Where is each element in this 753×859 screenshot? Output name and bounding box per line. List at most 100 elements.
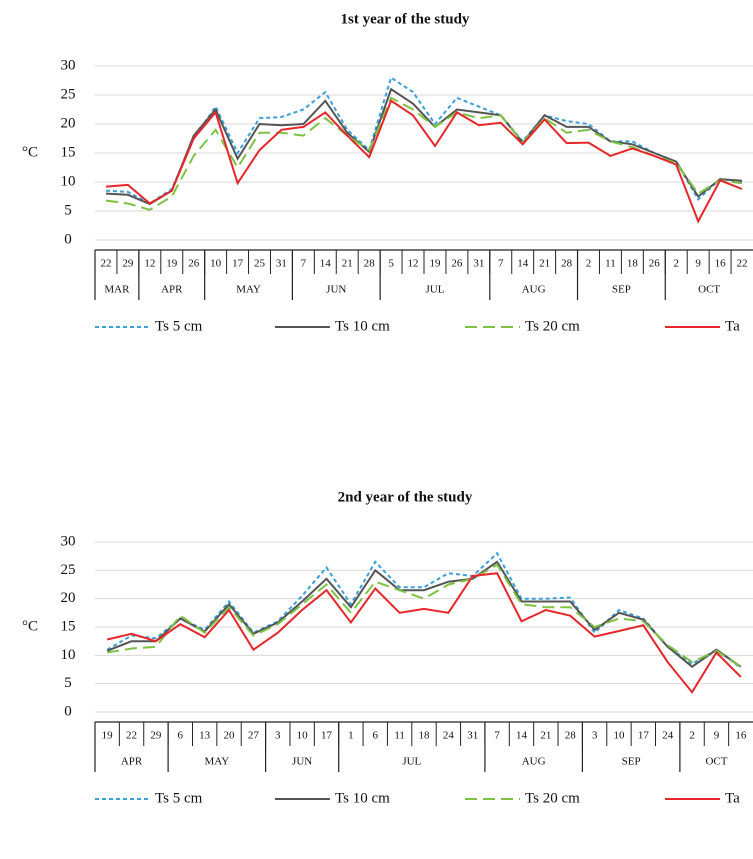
y-tick-label: 20 — [61, 115, 76, 131]
x-tick-label: 2 — [673, 258, 679, 270]
month-label: AUG — [522, 284, 546, 296]
series-line — [105, 99, 743, 224]
x-tick-label: 25 — [254, 258, 266, 270]
y-tick-label: 25 — [61, 86, 76, 102]
x-tick-label: 26 — [188, 258, 200, 270]
legend-label: Ts 20 cm — [525, 790, 580, 806]
x-tick-label: 21 — [342, 258, 353, 270]
x-tick-label: 31 — [276, 258, 287, 270]
x-tick-label: 31 — [473, 258, 484, 270]
x-tick-label: 17 — [638, 730, 650, 742]
month-label: APR — [121, 756, 143, 768]
x-tick-label: 24 — [662, 730, 674, 742]
x-tick-label: 28 — [364, 258, 376, 270]
series-line — [106, 572, 742, 694]
month-label: OCT — [705, 756, 727, 768]
x-tick-label: 10 — [210, 258, 222, 270]
month-label: JUL — [425, 284, 444, 296]
legend-label: Ts 5 cm — [155, 318, 203, 334]
month-label: MAY — [236, 284, 261, 296]
x-tick-label: 16 — [735, 730, 747, 742]
x-tick-label: 16 — [715, 258, 727, 270]
x-tick-label: 11 — [394, 730, 405, 742]
month-label: APR — [161, 284, 183, 296]
x-tick-label: 29 — [122, 258, 134, 270]
x-tick-label: 11 — [605, 258, 616, 270]
series-line — [106, 560, 742, 668]
x-tick-label: 9 — [714, 730, 720, 742]
series-line — [107, 563, 742, 668]
x-tick-label: 28 — [565, 730, 577, 742]
month-label: JUN — [326, 284, 346, 296]
y-tick-label: 25 — [61, 562, 76, 578]
month-label: SEP — [612, 284, 631, 296]
y-tick-label: 15 — [61, 618, 76, 634]
y-tick-label: 5 — [64, 202, 72, 218]
x-tick-label: 22 — [737, 258, 748, 270]
x-tick-label: 6 — [178, 730, 184, 742]
x-tick-label: 17 — [321, 730, 333, 742]
y-tick-label: 30 — [61, 57, 76, 73]
legend-label: Ts 10 cm — [335, 790, 390, 806]
x-tick-label: 26 — [649, 258, 661, 270]
month-label: AUG — [522, 756, 546, 768]
x-tick-label: 7 — [301, 258, 307, 270]
series-line — [105, 76, 743, 205]
x-tick-label: 12 — [144, 258, 155, 270]
y-axis-label: °C — [22, 618, 38, 634]
legend-label: Ts 5 cm — [155, 790, 203, 806]
x-tick-label: 2 — [689, 730, 695, 742]
x-tick-label: 22 — [100, 258, 111, 270]
month-label: SEP — [622, 756, 641, 768]
x-tick-label: 29 — [150, 730, 162, 742]
legend-label: Ts 20 cm — [525, 318, 580, 334]
y-tick-label: 10 — [61, 173, 76, 189]
x-tick-label: 10 — [613, 730, 625, 742]
x-tick-label: 1 — [348, 730, 354, 742]
x-tick-label: 5 — [388, 258, 394, 270]
legend-label: Ta — [725, 318, 740, 334]
y-tick-label: 15 — [61, 144, 76, 160]
x-tick-label: 9 — [695, 258, 701, 270]
y-tick-label: 20 — [61, 590, 76, 606]
x-tick-label: 31 — [467, 730, 478, 742]
y-tick-label: 0 — [64, 703, 72, 719]
x-tick-label: 20 — [224, 730, 236, 742]
chart-title: 1st year of the study — [341, 11, 470, 27]
x-tick-label: 17 — [232, 258, 244, 270]
x-tick-label: 7 — [494, 730, 500, 742]
x-tick-label: 19 — [102, 730, 114, 742]
month-label: MAR — [104, 284, 130, 296]
chart-title: 2nd year of the study — [338, 489, 473, 505]
x-tick-label: 3 — [275, 730, 281, 742]
x-tick-label: 2 — [586, 258, 592, 270]
month-label: JUN — [292, 756, 312, 768]
x-tick-label: 18 — [627, 258, 639, 270]
x-tick-label: 14 — [516, 730, 528, 742]
x-tick-label: 28 — [561, 258, 573, 270]
y-tick-label: 0 — [64, 231, 72, 247]
y-axis-label: °C — [22, 144, 38, 160]
month-label: OCT — [698, 284, 720, 296]
x-tick-label: 14 — [320, 258, 332, 270]
x-tick-label: 10 — [297, 730, 309, 742]
x-tick-label: 12 — [408, 258, 419, 270]
x-tick-label: 18 — [419, 730, 431, 742]
x-tick-label: 7 — [498, 258, 504, 270]
y-tick-label: 5 — [64, 675, 72, 691]
month-label: MAY — [205, 756, 230, 768]
x-tick-label: 22 — [126, 730, 137, 742]
x-tick-label: 14 — [517, 258, 529, 270]
series-line — [105, 87, 743, 206]
legend-label: Ta — [725, 790, 740, 806]
y-tick-label: 30 — [61, 533, 76, 549]
x-tick-label: 19 — [429, 258, 441, 270]
x-tick-label: 26 — [451, 258, 463, 270]
x-tick-label: 3 — [592, 730, 598, 742]
x-tick-label: 24 — [443, 730, 455, 742]
legend-label: Ts 10 cm — [335, 318, 390, 334]
x-tick-label: 21 — [540, 730, 551, 742]
x-tick-label: 6 — [373, 730, 379, 742]
